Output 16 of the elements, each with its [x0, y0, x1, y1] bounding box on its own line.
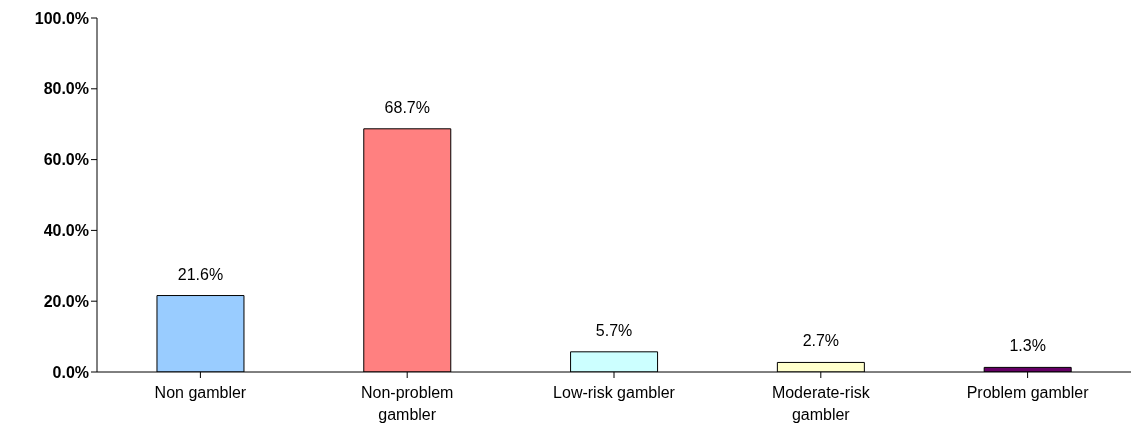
x-tick-label: Problem gambler: [966, 384, 1090, 401]
data-label: 1.3%: [1009, 337, 1046, 355]
y-tick-label: 0.0%: [52, 363, 89, 381]
y-tick-label: 60.0%: [43, 151, 89, 169]
data-label: 2.7%: [802, 332, 840, 350]
y-tick-label: 20.0%: [43, 292, 89, 310]
data-label: 21.6%: [177, 265, 224, 283]
x-tick-label: Non-problem gambler: [360, 384, 454, 423]
y-tick-label: 80.0%: [43, 80, 89, 98]
data-label: 5.7%: [595, 321, 633, 339]
x-tick-label: Non gambler: [154, 384, 247, 401]
x-tick-label: Low-risk gambler: [553, 384, 676, 401]
y-tick-label: 100.0%: [34, 9, 89, 27]
data-label: 68.7%: [384, 98, 430, 116]
y-tick-label: 40.0%: [43, 222, 89, 240]
x-tick-label: Moderate-risk gambler: [771, 384, 871, 423]
